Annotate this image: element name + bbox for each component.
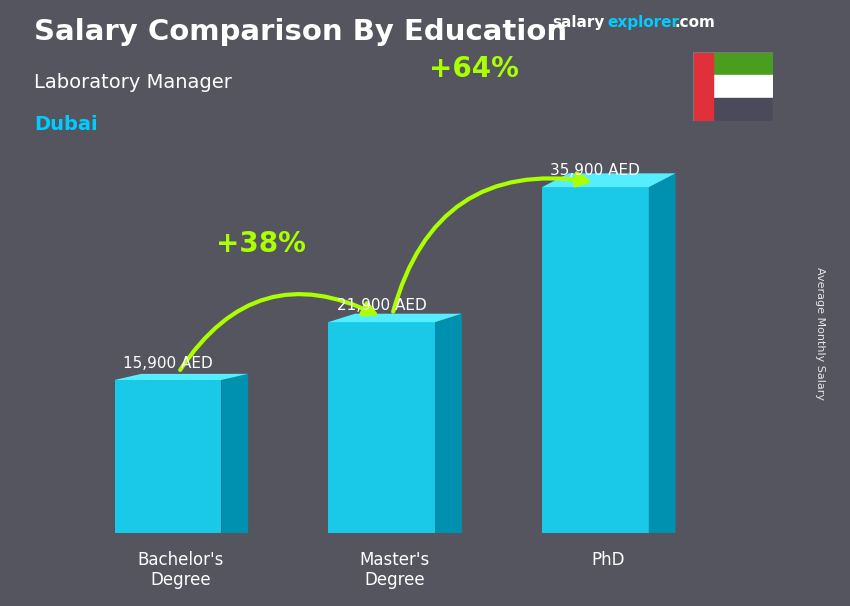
Bar [713, 52, 774, 75]
Text: +38%: +38% [216, 230, 305, 258]
Text: 21,900 AED: 21,900 AED [337, 299, 427, 313]
FancyArrowPatch shape [393, 173, 588, 311]
Text: Bachelor's
Degree: Bachelor's Degree [138, 551, 224, 590]
Text: +64%: +64% [429, 55, 519, 83]
Polygon shape [115, 374, 248, 380]
Text: PhD: PhD [592, 551, 625, 568]
Text: Dubai: Dubai [34, 115, 98, 134]
Text: Salary Comparison By Education: Salary Comparison By Education [34, 18, 567, 46]
Polygon shape [649, 173, 676, 533]
Polygon shape [435, 314, 462, 533]
FancyArrowPatch shape [180, 294, 375, 370]
Bar [713, 75, 774, 98]
Text: Master's
Degree: Master's Degree [360, 551, 429, 590]
Text: salary: salary [552, 15, 605, 30]
Text: explorer: explorer [608, 15, 680, 30]
Polygon shape [221, 374, 248, 533]
Text: Laboratory Manager: Laboratory Manager [34, 73, 232, 92]
Polygon shape [542, 187, 649, 533]
Polygon shape [542, 173, 676, 187]
Polygon shape [328, 322, 435, 533]
Bar [693, 52, 713, 121]
Polygon shape [328, 314, 462, 322]
Bar [713, 98, 774, 121]
Text: .com: .com [674, 15, 715, 30]
Text: 15,900 AED: 15,900 AED [123, 356, 212, 371]
Polygon shape [115, 380, 221, 533]
Text: Average Monthly Salary: Average Monthly Salary [815, 267, 825, 400]
Text: 35,900 AED: 35,900 AED [551, 164, 640, 179]
